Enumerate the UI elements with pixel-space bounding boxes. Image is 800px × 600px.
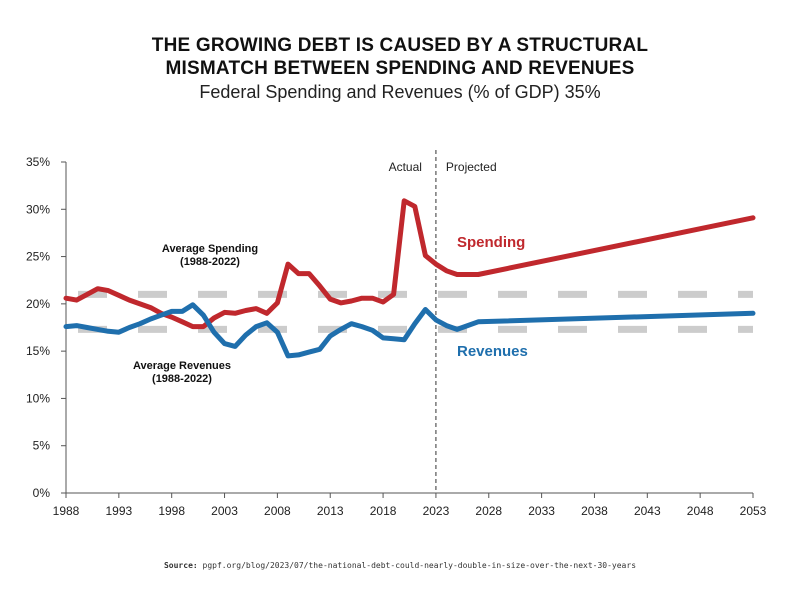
series-label-spending: Spending <box>457 234 525 251</box>
y-tick-label: 15% <box>26 344 50 358</box>
series-line-revenues <box>63 302 756 359</box>
x-tick-label: 1993 <box>105 504 132 518</box>
x-tick-label: 2008 <box>264 504 291 518</box>
source-label: Source: <box>163 561 198 570</box>
chart-subtitle: Federal Spending and Revenues (% of GDP)… <box>199 82 601 102</box>
average-label-line2: (1988-2022) <box>152 373 212 385</box>
x-tick-label: 2028 <box>475 504 502 518</box>
x-tick-label: 2023 <box>423 504 450 518</box>
average-label-line1: Average Spending <box>162 243 258 255</box>
x-tick-label: 2013 <box>317 504 344 518</box>
series-label-revenues: Revenues <box>457 343 528 360</box>
average-label-line1: Average Revenues <box>133 360 231 372</box>
y-tick-label: 20% <box>26 297 50 311</box>
x-tick-label: 2018 <box>370 504 397 518</box>
x-tick-label: 2053 <box>740 504 767 518</box>
y-tick-label: 10% <box>26 391 50 405</box>
y-tick-label: 25% <box>26 250 50 264</box>
y-tick-label: 5% <box>33 439 51 453</box>
x-tick-label: 1988 <box>53 504 80 518</box>
title-line-2: MISMATCH BETWEEN SPENDING AND REVENUES <box>165 58 635 79</box>
source-url[interactable]: pgpf.org/blog/2023/07/the-national-debt-… <box>202 561 637 570</box>
y-tick-label: 0% <box>33 486 51 500</box>
series-line-spending <box>63 198 756 330</box>
x-tick-label: 2003 <box>211 504 238 518</box>
average-label-line2: (1988-2022) <box>180 256 240 268</box>
x-tick-label: 2033 <box>528 504 555 518</box>
y-tick-label: 35% <box>26 155 50 169</box>
x-tick-label: 2038 <box>581 504 608 518</box>
x-tick-label: 2043 <box>634 504 661 518</box>
title-line-1: THE GROWING DEBT IS CAUSED BY A STRUCTUR… <box>151 35 649 56</box>
y-tick-label: 30% <box>26 202 50 216</box>
chart-title: THE GROWING DEBT IS CAUSED BY A STRUCTUR… <box>0 34 800 80</box>
source-note: Source: pgpf.org/blog/2023/07/the-nation… <box>0 561 800 570</box>
x-tick-label: 1998 <box>158 504 185 518</box>
x-tick-label: 2048 <box>687 504 714 518</box>
projected-label: Projected <box>446 160 497 174</box>
actual-label: Actual <box>389 160 422 174</box>
